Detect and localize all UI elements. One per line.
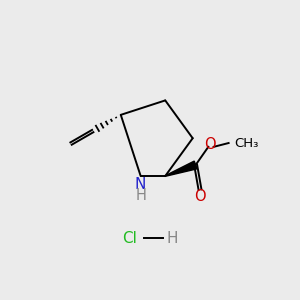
Text: N: N <box>135 178 146 193</box>
Text: O: O <box>205 137 216 152</box>
Text: H: H <box>135 188 146 203</box>
Text: Cl: Cl <box>122 231 137 246</box>
Text: H: H <box>166 231 178 246</box>
Text: CH₃: CH₃ <box>235 136 259 149</box>
Text: O: O <box>194 189 206 204</box>
Polygon shape <box>165 161 197 176</box>
